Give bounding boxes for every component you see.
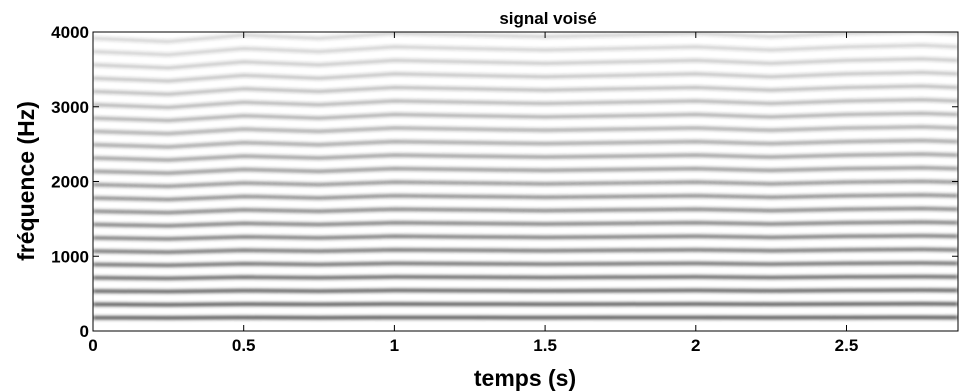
y-tick-label: 4000 bbox=[51, 23, 89, 42]
x-tick-label: 2 bbox=[691, 336, 700, 355]
x-tick-label: 1 bbox=[390, 336, 399, 355]
chart-title: signal voisé bbox=[499, 9, 596, 28]
harmonic bbox=[93, 288, 958, 294]
harmonic bbox=[93, 275, 958, 280]
harmonic bbox=[93, 139, 958, 149]
harmonic bbox=[93, 98, 958, 109]
harmonic bbox=[93, 71, 958, 83]
y-tick-label: 1000 bbox=[51, 247, 89, 266]
harmonic bbox=[93, 234, 958, 241]
harmonic bbox=[93, 220, 958, 228]
y-axis-label: fréquence (Hz) bbox=[13, 101, 39, 261]
x-tick-label: 1.5 bbox=[533, 336, 557, 355]
harmonic bbox=[93, 84, 958, 96]
harmonic bbox=[93, 302, 958, 307]
x-tick-label: 0 bbox=[88, 336, 97, 355]
harmonic bbox=[93, 247, 958, 254]
x-tick-label: 2.5 bbox=[835, 336, 859, 355]
harmonic bbox=[93, 57, 958, 70]
harmonic bbox=[93, 193, 958, 201]
x-tick-label: 0.5 bbox=[232, 336, 256, 355]
y-tick-label: 0 bbox=[80, 322, 89, 341]
harmonic bbox=[93, 261, 958, 267]
harmonic bbox=[93, 111, 958, 123]
harmonic bbox=[93, 43, 958, 57]
harmonic bbox=[93, 152, 958, 162]
harmonic bbox=[93, 166, 958, 175]
harmonic bbox=[93, 125, 958, 136]
harmonic bbox=[93, 179, 958, 188]
x-axis-label: temps (s) bbox=[474, 365, 576, 391]
y-tick-label: 3000 bbox=[51, 98, 89, 117]
harmonic bbox=[93, 207, 958, 215]
y-tick-label: 2000 bbox=[51, 173, 89, 192]
